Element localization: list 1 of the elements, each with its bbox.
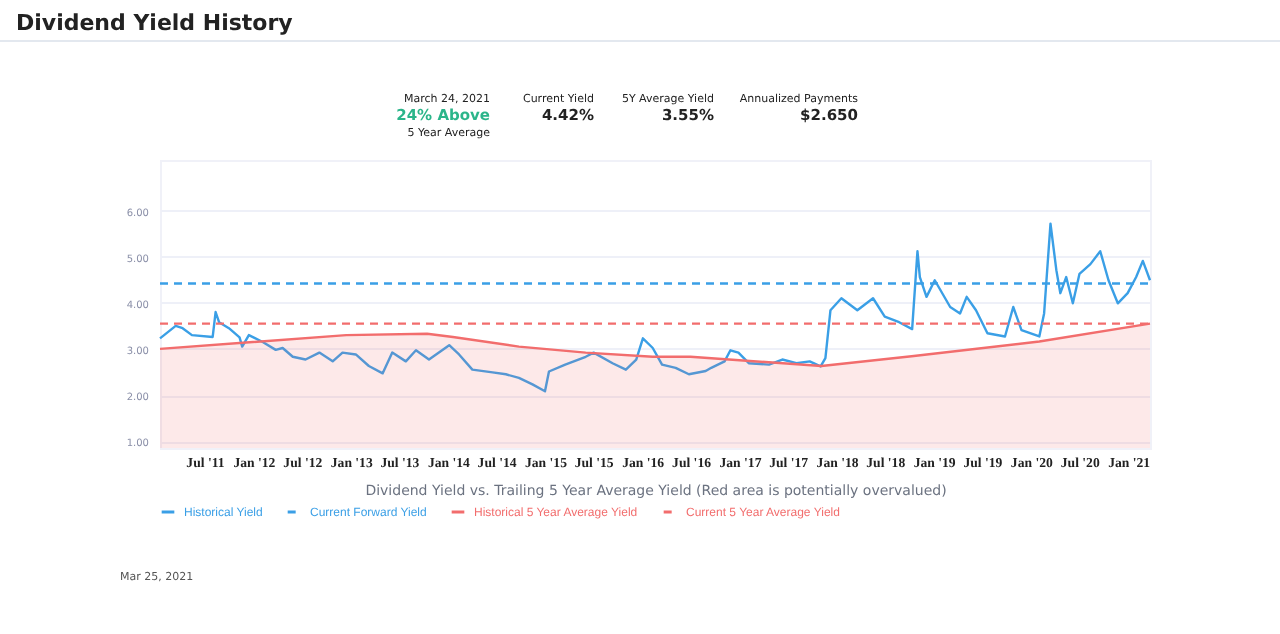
chart-title: Dividend Yield History [0, 0, 1280, 42]
